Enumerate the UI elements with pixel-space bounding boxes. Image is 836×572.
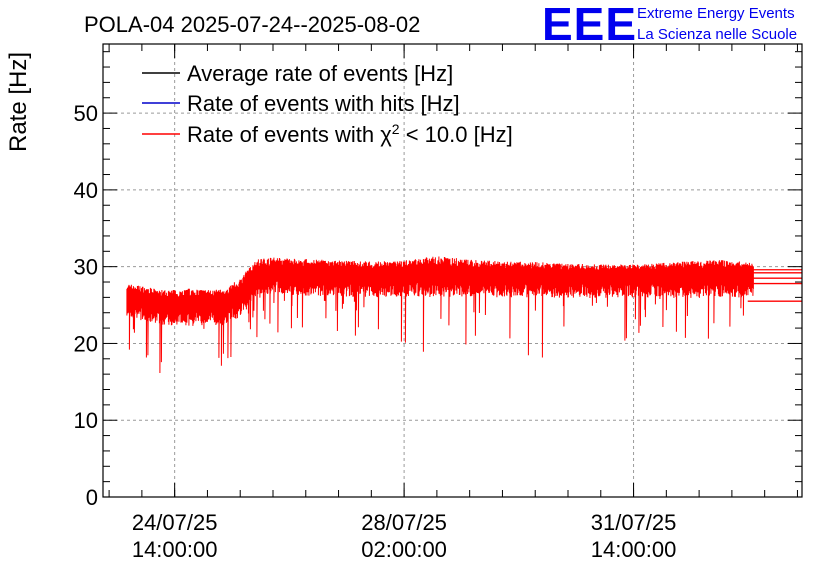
y-tick-label: 0 — [86, 485, 98, 510]
eee-logo: EEE Extreme Energy Events La Scienza nel… — [542, 0, 797, 50]
legend-label-part: Rate of events with — [187, 122, 380, 147]
legend-label: Average rate of events [Hz] — [187, 61, 453, 86]
x-tick-time: 14:00:00 — [132, 537, 218, 562]
plot-frame — [102, 43, 803, 498]
chart-title: POLA-04 2025-07-24--2025-08-02 — [84, 12, 420, 37]
series-chi2-rate-line — [126, 256, 754, 374]
legend-label-part: 2 — [392, 121, 400, 137]
legend-label-part: < 10.0 [Hz] — [400, 122, 513, 147]
x-tick-date: 31/07/25 — [591, 510, 677, 535]
x-tick-date: 28/07/25 — [361, 510, 447, 535]
legend-label: Rate of events with χ2 < 10.0 [Hz] — [187, 121, 513, 147]
legend: Average rate of events [Hz] Rate of event… — [142, 61, 513, 147]
logo-line1: Extreme Energy Events — [637, 5, 795, 22]
x-tick-date: 24/07/25 — [132, 510, 218, 535]
y-tick-label: 20 — [74, 331, 98, 356]
axis-ticks — [103, 44, 802, 498]
x-tick-time: 14:00:00 — [591, 537, 677, 562]
y-tick-label: 40 — [74, 178, 98, 203]
y-tick-label: 10 — [74, 408, 98, 433]
plot-series — [126, 256, 802, 374]
legend-label: Rate of events with hits [Hz] — [187, 91, 460, 116]
y-tick-label: 30 — [74, 255, 98, 280]
axis-labels: 0102030405024/07/2514:00:0028/07/2502:00… — [74, 101, 677, 562]
x-tick-time: 02:00:00 — [361, 537, 447, 562]
y-axis-label: Rate [Hz] — [5, 52, 32, 152]
logo-line2: La Scienza nelle Scuole — [637, 26, 797, 43]
legend-label-part: χ — [380, 122, 392, 147]
logo-mark: EEE — [542, 0, 637, 50]
y-tick-label: 50 — [74, 101, 98, 126]
